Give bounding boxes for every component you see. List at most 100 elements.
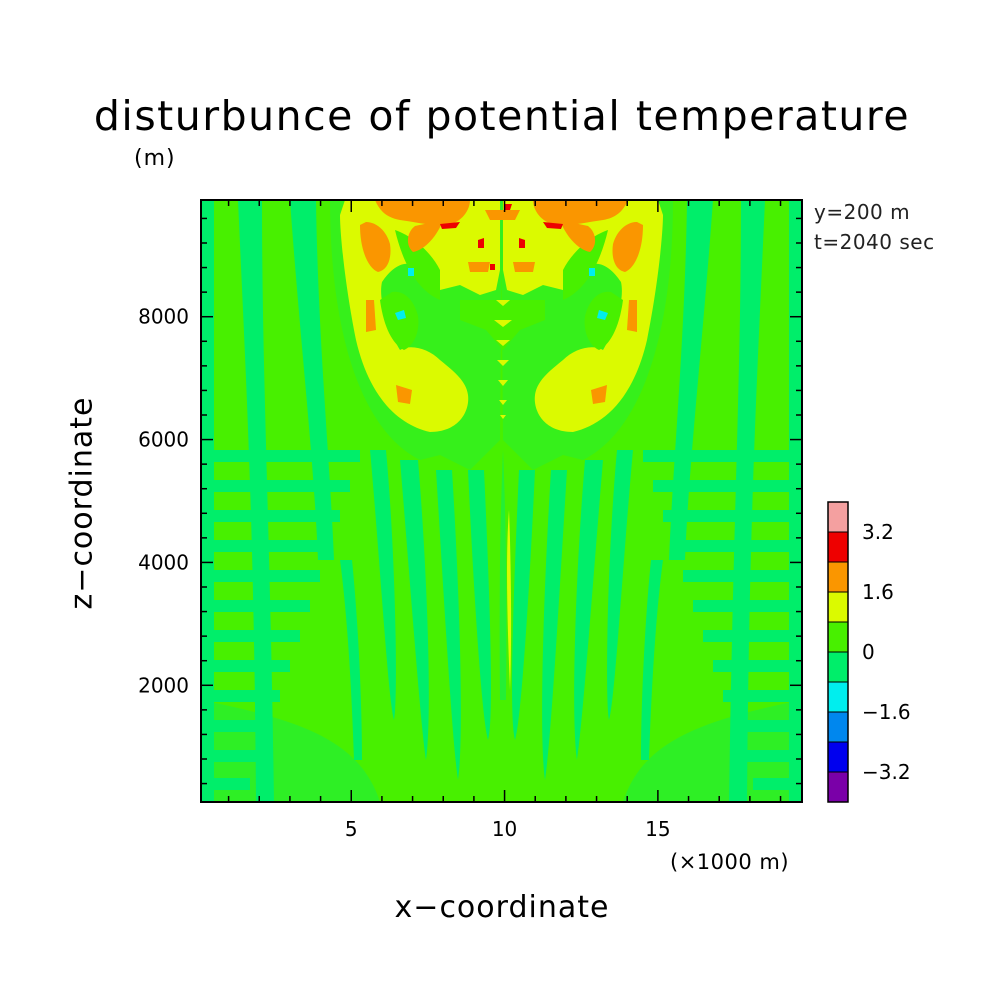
contour-band [499, 400, 507, 405]
contour-band [591, 385, 607, 404]
contour-band [201, 690, 280, 702]
contour-band [623, 700, 802, 802]
contour-band [641, 560, 663, 760]
contour-band [563, 230, 608, 300]
colorbar-label: −1.6 [862, 700, 911, 724]
z-units-label: (m) [134, 146, 176, 171]
contour-band [407, 220, 443, 252]
colorbar: −3.2 −1.6 0 1.6 3.2 [827, 501, 911, 803]
plot-frame [200, 199, 803, 803]
colorbar-label: 1.6 [862, 580, 894, 604]
colorbar-swatch [827, 591, 849, 623]
colorbar-swatch [827, 711, 849, 743]
contour-band [543, 222, 563, 229]
contour-band [201, 540, 330, 552]
contour-band [468, 470, 491, 740]
contour-band [560, 220, 596, 252]
colorbar-label: −3.2 [862, 760, 911, 784]
colorbar-swatch [827, 531, 849, 563]
contour-band [375, 200, 470, 226]
contour-band [612, 222, 643, 272]
contour-band [584, 291, 623, 350]
contour-band [589, 268, 595, 276]
contour-band [370, 450, 396, 720]
info-time: t=2040 sec [814, 230, 935, 254]
contour-band [500, 415, 506, 419]
contour-band [533, 200, 628, 226]
colorbar-swatch [827, 681, 849, 713]
contour-band [743, 750, 802, 762]
contour-band [673, 540, 802, 552]
y-tick-label: 4000 [138, 550, 189, 574]
contour-band [238, 200, 274, 802]
colorbar-swatch [827, 741, 849, 773]
axis-tick-labels: 5 10 15 2000 4000 6000 8000 [138, 305, 671, 841]
contour-band [400, 460, 429, 760]
contour-band [627, 300, 637, 332]
x-tick-label: 10 [492, 817, 517, 841]
y-tick-label: 2000 [138, 673, 189, 697]
contour-band [201, 450, 360, 462]
contour-band [494, 320, 512, 327]
contour-band [663, 510, 802, 522]
y-tick-label: 6000 [138, 428, 189, 452]
contour-band [201, 510, 340, 522]
colorbar-label: 3.2 [862, 520, 894, 544]
contour-band [201, 480, 350, 492]
contour-band [507, 510, 512, 690]
contour-band [201, 200, 214, 802]
contour-band [669, 200, 713, 560]
contour-band [789, 200, 802, 802]
contour-band [713, 660, 802, 672]
contour-band [485, 210, 520, 220]
contour-band [396, 385, 412, 404]
contour-band [201, 778, 250, 790]
contour-band [201, 750, 260, 762]
contour-band [723, 690, 802, 702]
contour-band [643, 450, 802, 462]
axis-ticks [201, 200, 802, 802]
colorbar-swatch [827, 621, 849, 653]
contour-band [542, 470, 567, 780]
contour-band [498, 380, 508, 386]
contour-band [653, 480, 802, 492]
contour-band [436, 470, 461, 780]
contour-band [201, 720, 270, 732]
contour-band [440, 222, 460, 229]
contour-band [360, 222, 391, 272]
contour-band [340, 560, 362, 760]
x-tick-label: 15 [645, 817, 670, 841]
contour-band [290, 200, 334, 560]
contour-band [703, 630, 802, 642]
contour-band [478, 238, 484, 248]
contour-band [468, 262, 490, 272]
contour-band [753, 778, 802, 790]
contour-band [733, 720, 802, 732]
contour-band [693, 600, 802, 612]
contour-band [607, 450, 633, 720]
colorbar-swatch [827, 561, 849, 593]
contour-band [380, 291, 419, 350]
contour-band [496, 340, 510, 346]
contour-band [683, 570, 802, 582]
x-units-label: (×1000 m) [670, 850, 790, 874]
contour-band [366, 300, 376, 332]
contour-band [408, 268, 414, 276]
chart-title: disturbunce of potential temperature [93, 92, 911, 140]
colorbar-swatch [827, 501, 849, 533]
contour-band [395, 310, 406, 320]
contour-band [513, 262, 535, 272]
contour-band [490, 264, 495, 270]
contour-band [505, 204, 512, 210]
colorbar-label: 0 [862, 640, 875, 664]
contour-band [499, 450, 507, 700]
contour-band [201, 700, 380, 802]
contour-field [201, 200, 802, 802]
colorbar-swatch [827, 771, 849, 803]
contour-band [201, 600, 310, 612]
contour-band [729, 200, 765, 802]
contour-band [512, 470, 535, 740]
info-y-position: y=200 m [814, 200, 911, 224]
y-tick-label: 8000 [138, 305, 189, 329]
